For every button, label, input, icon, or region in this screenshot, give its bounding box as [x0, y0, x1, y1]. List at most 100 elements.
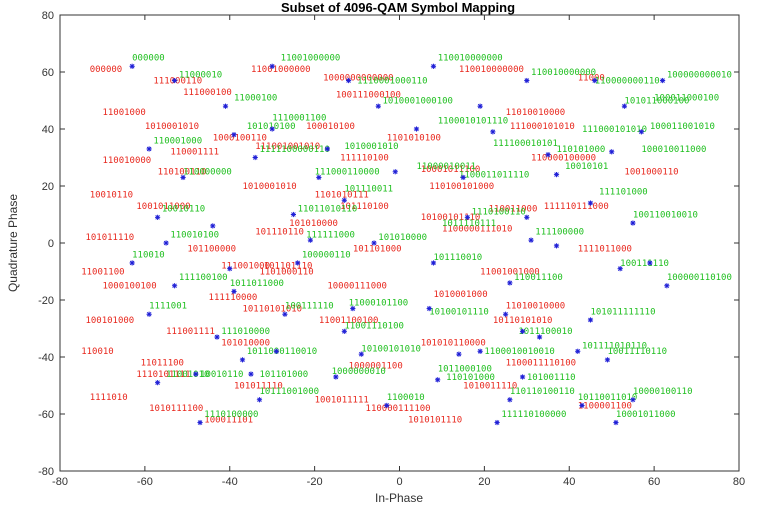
symbol-label: 101011000100: [624, 96, 689, 106]
y-tick-label: -60: [38, 409, 54, 421]
y-tick-label: 40: [42, 124, 54, 136]
symbol-label: 100011000100: [654, 94, 719, 104]
symbol-label: 101010100: [247, 122, 296, 132]
symbol-label: 10111001000: [259, 387, 319, 397]
symbol-label: 101011111110: [590, 307, 655, 317]
symbol-label: 110010100: [170, 230, 219, 240]
y-tick-label: 80: [42, 10, 54, 22]
symbol-label: 10110011010: [578, 393, 638, 403]
symbol-label: 1110001100: [272, 113, 326, 123]
symbol-label: 1100010101110: [438, 116, 508, 126]
symbol-point: [502, 311, 509, 317]
symbol-label: 111100000: [535, 227, 584, 237]
symbol-label: 1100000111010: [442, 225, 512, 235]
symbol-label: 1111100000110: [259, 145, 329, 155]
symbol-point: [460, 174, 466, 181]
symbol-label: 11011100: [141, 359, 184, 369]
x-tick-label: 60: [648, 476, 660, 488]
symbol-point: [664, 283, 670, 289]
symbol-point: [464, 214, 470, 220]
y-tick-label: 0: [48, 238, 54, 250]
symbol-label: 111001000: [221, 262, 270, 272]
symbol-label: 11001000: [102, 108, 145, 118]
symbol-label: 1100010: [387, 393, 425, 403]
x-tick-label: -40: [222, 476, 238, 488]
symbol-point: [660, 77, 666, 84]
symbol-label: 1011110111: [442, 219, 496, 229]
symbol-point: [604, 357, 611, 363]
symbol-point: [227, 266, 233, 272]
symbol-label: 10000100110: [633, 387, 693, 397]
symbol-point: [630, 220, 636, 226]
symbol-label: 1010001010: [242, 182, 296, 192]
symbol-label: 1111011000: [578, 245, 632, 255]
symbol-label: 101110110: [255, 227, 304, 237]
symbol-point: [456, 351, 462, 357]
symbol-point: [519, 374, 526, 380]
symbol-point: [129, 260, 135, 266]
symbol-label: 11000010: [179, 71, 222, 81]
symbol-label: 101110100: [340, 202, 389, 212]
y-tick-label: -20: [38, 295, 54, 307]
symbol-point: [477, 348, 483, 354]
symbol-label: 10011110110: [607, 347, 667, 357]
symbol-label: 100010100: [306, 122, 355, 132]
symbol-point: [375, 103, 381, 109]
symbol-label: 1011011000: [230, 279, 284, 289]
symbol-label: 101011110: [85, 233, 134, 243]
symbol-label: 110010000000: [459, 65, 524, 75]
symbol-point: [507, 280, 513, 286]
symbol-label: 1000100100: [102, 282, 156, 292]
symbol-point: [252, 154, 258, 161]
symbol-label: 1010001010: [344, 142, 398, 152]
symbol-label: 101101000: [353, 245, 402, 255]
symbol-label: 101110010: [433, 253, 482, 263]
symbol-label: 1100011011110: [459, 170, 529, 180]
symbol-label: 101010000: [378, 233, 427, 243]
symbol-point: [146, 146, 152, 152]
symbol-point: [490, 129, 496, 135]
symbol-label: 111110100000: [501, 410, 566, 420]
symbol-point: [282, 311, 288, 317]
symbol-label: 1101010111: [315, 190, 369, 200]
symbol-point: [579, 402, 585, 409]
symbol-label: 101010000: [221, 339, 270, 349]
symbol-point: [545, 152, 551, 158]
symbol-label: 10100101110: [421, 213, 481, 223]
symbol-point: [553, 172, 560, 178]
symbol-label: 101110011: [344, 185, 393, 195]
symbol-label: 110001000: [153, 136, 202, 146]
y-tick-label: 20: [42, 181, 54, 193]
symbol-label: 10010101: [565, 162, 608, 172]
symbol-point: [295, 260, 301, 266]
symbol-label: 100111110: [285, 302, 334, 312]
symbol-label: 111000101010: [582, 125, 647, 135]
symbol-label: 10010110: [162, 205, 205, 215]
symbol-label: 111010000: [221, 327, 270, 337]
symbol-label: 11001000000: [281, 54, 341, 64]
symbol-label: 1101000110: [259, 267, 313, 277]
symbol-point: [477, 103, 483, 109]
symbol-point: [307, 237, 313, 243]
x-tick-label: 20: [478, 476, 490, 488]
symbol-label: 110000100000: [531, 153, 596, 163]
symbol-label: 111000110000: [315, 168, 380, 178]
symbol-label: 1110100000: [204, 410, 258, 420]
symbol-point: [155, 380, 161, 386]
symbol-label: 10110101010: [242, 304, 302, 314]
y-tick-label: 60: [42, 67, 54, 79]
symbol-label: 1111001: [149, 302, 187, 312]
symbol-label: 10001011100: [421, 165, 481, 175]
symbol-label: 100101000: [85, 316, 134, 326]
symbol-label: 110001111: [170, 148, 219, 158]
symbol-label: 11000100: [234, 94, 277, 104]
symbol-label: 101010000: [289, 219, 338, 229]
symbol-point: [358, 351, 364, 357]
symbol-point: [647, 260, 653, 266]
symbol-point: [273, 348, 280, 354]
symbol-label: 1001011000: [136, 202, 190, 212]
symbol-label: 101011110: [234, 381, 283, 391]
symbol-label: 111101000: [599, 188, 648, 198]
symbol-label: 10010110: [90, 190, 133, 200]
